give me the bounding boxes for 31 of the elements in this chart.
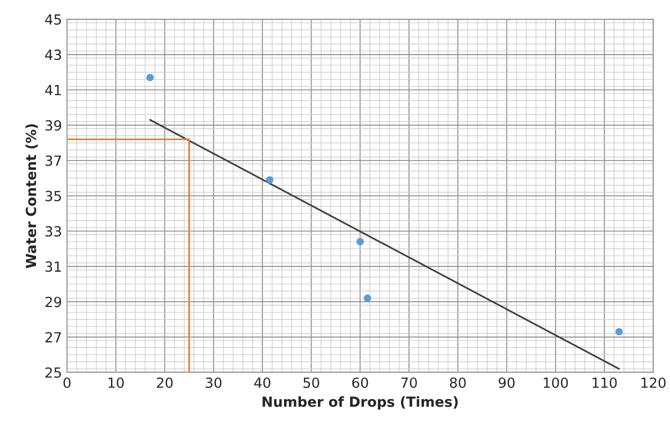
y-tick-label: 37 xyxy=(46,155,61,166)
y-tick-label: 39 xyxy=(46,120,62,131)
x-tick-label: 40 xyxy=(254,377,270,388)
point xyxy=(146,74,154,82)
y-tick-label: 29 xyxy=(45,296,62,308)
y-axis-title: Water Content (%) xyxy=(25,124,38,268)
x-tick-label: 30 xyxy=(206,377,222,388)
x-tick-label: 100 xyxy=(544,377,568,388)
x-tick-label: 70 xyxy=(401,377,417,388)
x-axis-title: Number of Drops (Times) xyxy=(262,396,458,410)
y-tick-label: 43 xyxy=(45,50,62,60)
y-tick-label: 27 xyxy=(45,332,61,342)
x-tick-label: 10 xyxy=(108,377,124,388)
x-tick-label: 120 xyxy=(642,377,666,388)
x-tick-label: 0 xyxy=(63,377,70,388)
point xyxy=(615,328,623,336)
y-tick-label: 41 xyxy=(45,85,61,96)
point xyxy=(266,176,274,184)
y-tick-label: 35 xyxy=(46,190,61,202)
y-tick-label: 25 xyxy=(45,367,61,378)
x-tick-label: 20 xyxy=(156,377,173,388)
y-tick-label: 31 xyxy=(46,261,61,272)
x-tick-label: 60 xyxy=(352,377,368,388)
y-tick-label: 33 xyxy=(46,226,62,237)
y-tick-label: 45 xyxy=(45,14,61,25)
point xyxy=(364,294,372,302)
x-tick-label: 80 xyxy=(450,377,466,388)
x-tick-label: 50 xyxy=(304,377,320,388)
x-tick-label: 110 xyxy=(592,377,617,388)
point xyxy=(356,238,364,246)
x-tick-label: 90 xyxy=(498,377,515,388)
